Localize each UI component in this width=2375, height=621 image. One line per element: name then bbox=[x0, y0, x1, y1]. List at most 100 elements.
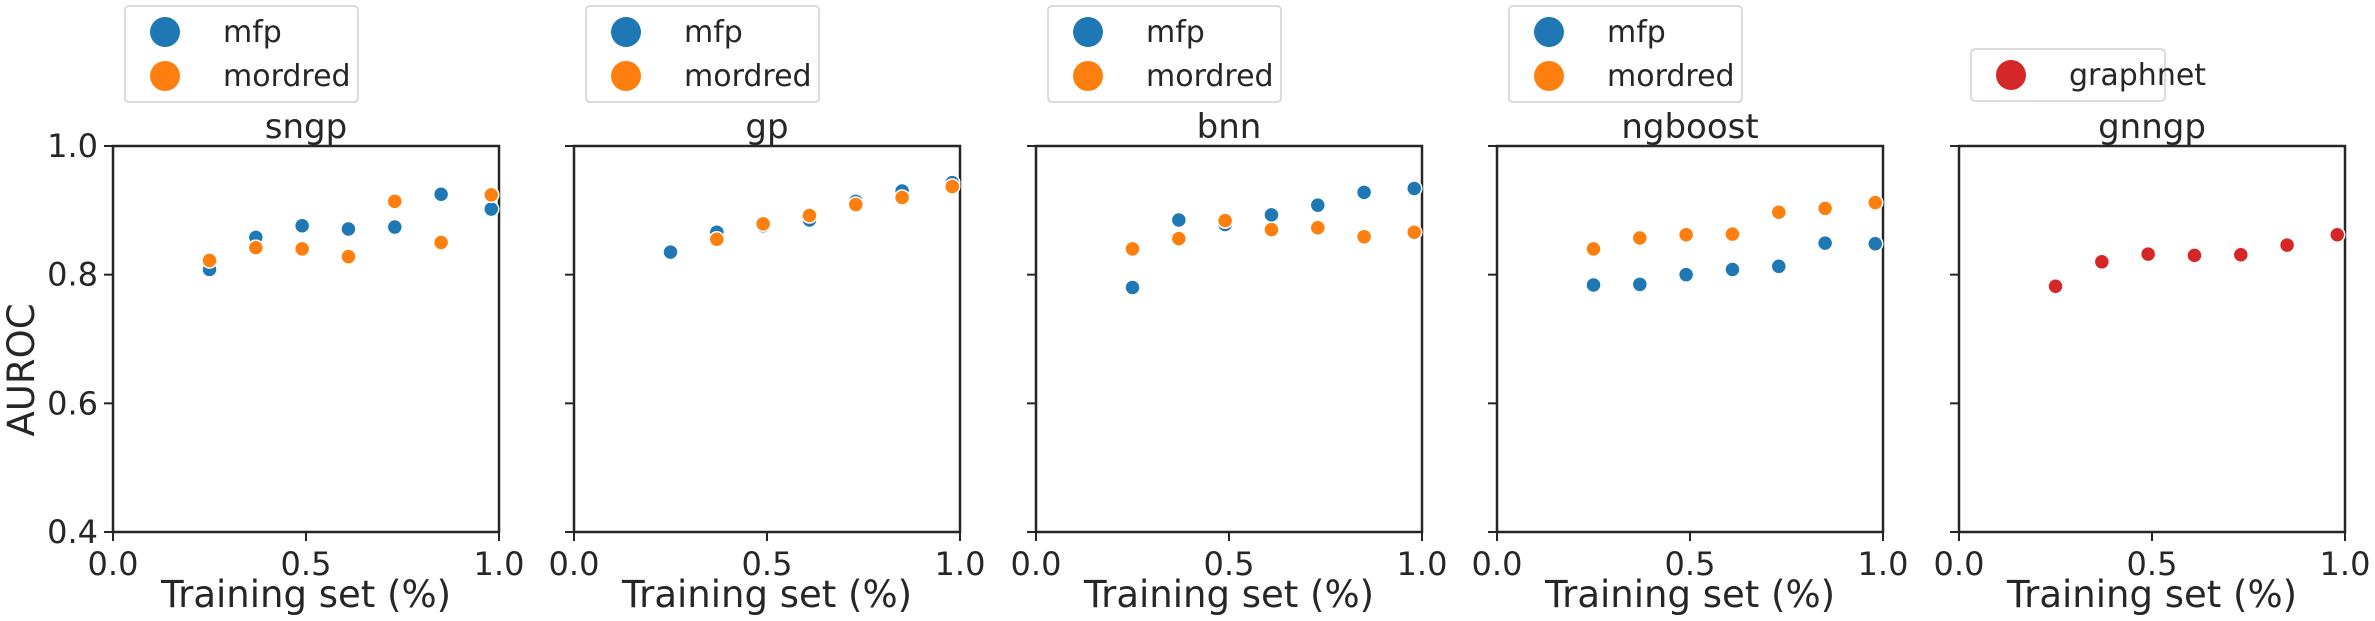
data-point-mordred bbox=[1216, 212, 1234, 229]
x-axis-label: Training set (%) bbox=[1544, 573, 1835, 616]
legend-marker-mordred bbox=[611, 61, 641, 91]
y-axis-label: AUROC bbox=[0, 303, 43, 436]
legend-marker-mfp bbox=[1073, 17, 1103, 47]
data-point-mfp bbox=[1724, 261, 1741, 278]
x-axis-label: Training set (%) bbox=[2006, 573, 2297, 616]
data-point-mordred bbox=[708, 231, 726, 248]
data-point-mordred bbox=[1816, 200, 1834, 217]
x-tick-label: 0.5 bbox=[1204, 545, 1255, 583]
panel-gp: 0.0 0.5 1.0 gp Training set (%) mfp mordred bbox=[549, 5, 986, 616]
panel-gnngp: 0.0 0.5 1.0 gnngp Training set (%) graphnet bbox=[1934, 48, 2370, 616]
panel-title: sngp bbox=[265, 107, 347, 147]
panel-sngp: 0.0 0.5 1.0 0.4 0.6 0.8 1.0 sngp Training set (%… bbox=[47, 5, 525, 616]
legend-frame bbox=[585, 5, 820, 103]
x-axis-label: Training set (%) bbox=[621, 573, 912, 616]
data-point-mordred bbox=[893, 189, 911, 206]
data-point-mfp bbox=[1355, 184, 1373, 201]
data-point-mfp bbox=[1406, 180, 1423, 197]
y-tick-label: 0.8 bbox=[47, 256, 98, 294]
x-tick-label: 0.0 bbox=[1472, 545, 1523, 583]
x-tick-label: 1.0 bbox=[1397, 545, 1448, 583]
legend-frame bbox=[1970, 48, 2166, 102]
data-point-mordred bbox=[1263, 221, 1280, 238]
panel-title: gp bbox=[745, 107, 788, 147]
data-point-mordred bbox=[1677, 226, 1695, 244]
x-axis-label: Training set (%) bbox=[160, 573, 451, 616]
legend-marker-mfp bbox=[150, 17, 180, 47]
data-point-mordred bbox=[293, 240, 311, 258]
data-point-mfp bbox=[1867, 235, 1884, 253]
data-point-mordred bbox=[1770, 204, 1788, 221]
data-point-mfp bbox=[293, 217, 311, 235]
x-tick-label: 0.5 bbox=[742, 545, 793, 583]
data-point-graphnet bbox=[2232, 246, 2250, 263]
y-tick-label: 0.4 bbox=[47, 513, 98, 551]
data-point-mordred bbox=[432, 234, 450, 251]
legend-frame bbox=[1508, 5, 1743, 103]
x-tick-label: 1.0 bbox=[1858, 545, 1909, 583]
x-tick-label: 1.0 bbox=[935, 545, 986, 583]
data-point-mfp bbox=[432, 186, 450, 203]
legend-label-mfp: mfp bbox=[223, 15, 282, 50]
data-point-graphnet bbox=[2186, 247, 2203, 264]
panel-ngboost: 0.0 0.5 1.0 ngboost Training set (%) mfp mordr… bbox=[1472, 5, 1909, 616]
data-point-mordred bbox=[386, 193, 404, 210]
legend-label-mordred: mordred bbox=[1146, 59, 1274, 94]
data-point-mordred bbox=[247, 239, 265, 256]
legend-frame bbox=[1047, 5, 1282, 103]
legend-marker-mfp bbox=[1534, 17, 1564, 47]
data-point-graphnet bbox=[2139, 245, 2157, 263]
data-point-mordred bbox=[1309, 219, 1327, 236]
data-point-graphnet bbox=[2278, 236, 2296, 254]
data-point-mordred bbox=[754, 215, 772, 233]
data-point-mordred bbox=[1124, 240, 1141, 258]
data-point-mordred bbox=[201, 252, 218, 269]
data-point-mfp bbox=[1631, 276, 1649, 293]
data-point-mordred bbox=[340, 248, 357, 265]
data-point-mfp bbox=[662, 243, 679, 261]
panel-bnn: 0.0 0.5 1.0 bnn Training set (%) mfp mordred bbox=[1011, 5, 1448, 616]
data-point-mordred bbox=[801, 207, 818, 224]
data-point-mordred bbox=[483, 186, 500, 204]
y-tick-label: 1.0 bbox=[47, 127, 98, 165]
legend-frame bbox=[124, 5, 359, 103]
x-tick-label: 1.0 bbox=[474, 545, 525, 583]
legend-label-mfp: mfp bbox=[1607, 15, 1666, 50]
data-point-mordred bbox=[1585, 240, 1602, 258]
legend-label-mordred: mordred bbox=[223, 59, 351, 94]
legend: mfp mordred bbox=[585, 5, 820, 103]
data-point-mfp bbox=[1677, 266, 1695, 283]
data-point-mfp bbox=[483, 200, 500, 218]
data-point-mfp bbox=[340, 220, 357, 238]
x-tick-label: 0.0 bbox=[1934, 545, 1985, 583]
data-point-mfp bbox=[1263, 206, 1280, 224]
axes-frame bbox=[1034, 144, 1424, 534]
legend-label-mordred: mordred bbox=[684, 59, 812, 94]
legend-label-mfp: mfp bbox=[684, 15, 743, 50]
data-point-mfp bbox=[1170, 211, 1188, 229]
data-point-mordred bbox=[1170, 230, 1188, 247]
data-point-mordred bbox=[1631, 229, 1649, 247]
data-point-mordred bbox=[1724, 225, 1741, 243]
axes-frame bbox=[111, 144, 501, 534]
x-axis-label: Training set (%) bbox=[1083, 573, 1374, 616]
legend: mfp mordred bbox=[124, 5, 359, 103]
data-point-mordred bbox=[1355, 228, 1373, 245]
panel-title: bnn bbox=[1197, 107, 1262, 147]
axes-frame bbox=[1957, 144, 2347, 534]
legend-marker-mfp bbox=[611, 17, 641, 47]
data-point-mfp bbox=[1309, 196, 1327, 214]
legend-marker-mordred bbox=[1073, 61, 1103, 91]
panel-title: gnngp bbox=[2098, 107, 2206, 147]
legend: graphnet bbox=[1970, 48, 2206, 102]
legend-label-mfp: mfp bbox=[1146, 15, 1205, 50]
data-point-mfp bbox=[1124, 279, 1141, 296]
y-tick-label: 0.6 bbox=[47, 384, 98, 422]
x-tick-label: 0.5 bbox=[1665, 545, 1716, 583]
x-tick-label: 0.5 bbox=[281, 545, 332, 583]
data-point-mfp bbox=[386, 218, 404, 236]
data-point-graphnet bbox=[2093, 253, 2111, 271]
data-point-mfp bbox=[1585, 276, 1602, 294]
legend-marker-mordred bbox=[150, 61, 180, 91]
x-tick-label: 0.0 bbox=[1011, 545, 1062, 583]
